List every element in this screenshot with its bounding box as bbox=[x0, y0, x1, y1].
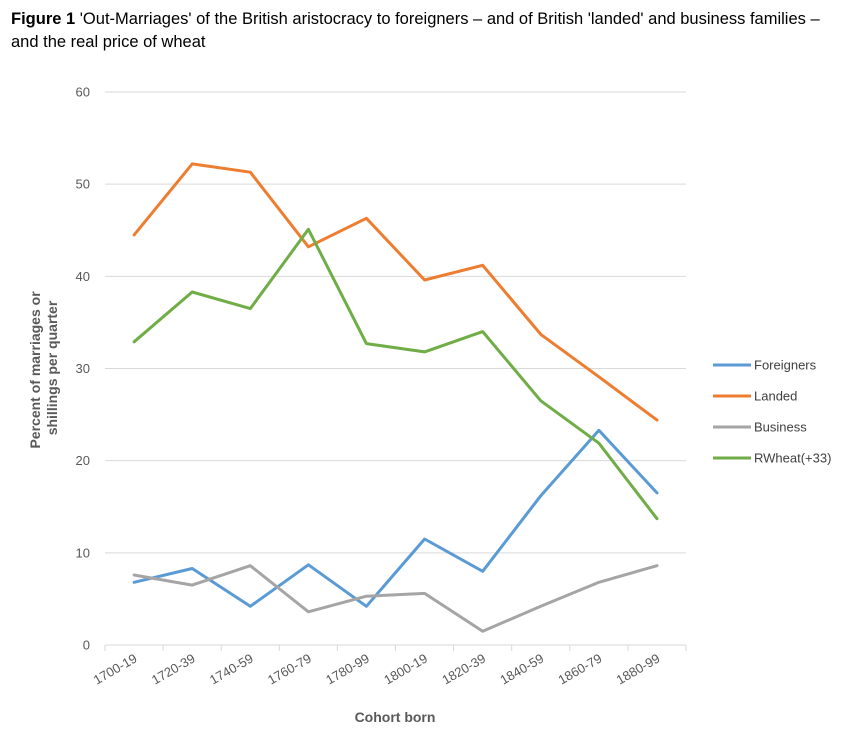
figure-label: Figure 1 bbox=[11, 10, 76, 28]
legend: Foreigners Landed Business RWheat(+33) bbox=[713, 358, 831, 466]
x-tick-label: 1700-19 bbox=[91, 651, 140, 688]
x-tick-label: 1840-59 bbox=[497, 651, 546, 688]
x-tick-label: 1800-19 bbox=[381, 651, 430, 688]
gridlines bbox=[105, 91, 686, 554]
x-tick-label: 1720-39 bbox=[149, 651, 198, 688]
y-axis-title: Percent of marriages or shillings per qu… bbox=[27, 287, 60, 448]
x-tick-label: 1820-39 bbox=[439, 651, 488, 688]
y-tick-label: 40 bbox=[76, 269, 90, 284]
series-line-foreigners bbox=[132, 428, 659, 608]
x-axis-title: Cohort born bbox=[355, 709, 436, 725]
y-tick-label: 50 bbox=[76, 177, 90, 192]
x-axis-ticks: 1700-19 1720-39 1740-59 1760-79 1780-99 1800-… bbox=[91, 651, 663, 688]
y-axis-title-line-2: shillings per quarter bbox=[44, 300, 60, 435]
y-tick-label: 60 bbox=[76, 85, 90, 100]
y-tick-label: 20 bbox=[76, 453, 90, 468]
legend-label-business: Business bbox=[754, 420, 807, 435]
x-tick-label: 1860-79 bbox=[556, 651, 605, 688]
y-tick-label: 30 bbox=[76, 361, 90, 376]
x-tick-label: 1880-99 bbox=[614, 651, 663, 688]
figure-title: Figure 1 'Out-Marriages' of the British … bbox=[11, 8, 841, 54]
series-line-rwheat-33 bbox=[132, 227, 659, 521]
x-tick-label: 1780-99 bbox=[323, 651, 372, 688]
y-axis-ticks: 0 10 20 30 40 50 60 bbox=[76, 85, 90, 653]
figure-caption: 'Out-Marriages' of the British aristocra… bbox=[11, 10, 820, 51]
series-line-business bbox=[132, 564, 659, 633]
x-tick-label: 1740-59 bbox=[207, 651, 256, 688]
x-tick-label: 1760-79 bbox=[265, 651, 314, 688]
y-axis-title-line-1: Percent of marriages or bbox=[27, 291, 43, 449]
series-lines bbox=[132, 162, 659, 633]
axes bbox=[104, 644, 687, 651]
y-tick-label: 10 bbox=[76, 545, 90, 560]
legend-label-foreigners: Foreigners bbox=[754, 358, 817, 373]
series-line-landed bbox=[132, 162, 659, 422]
legend-label-rwheat-33: RWheat(+33) bbox=[754, 451, 831, 466]
y-tick-label: 0 bbox=[83, 638, 90, 653]
legend-label-landed: Landed bbox=[754, 389, 797, 404]
